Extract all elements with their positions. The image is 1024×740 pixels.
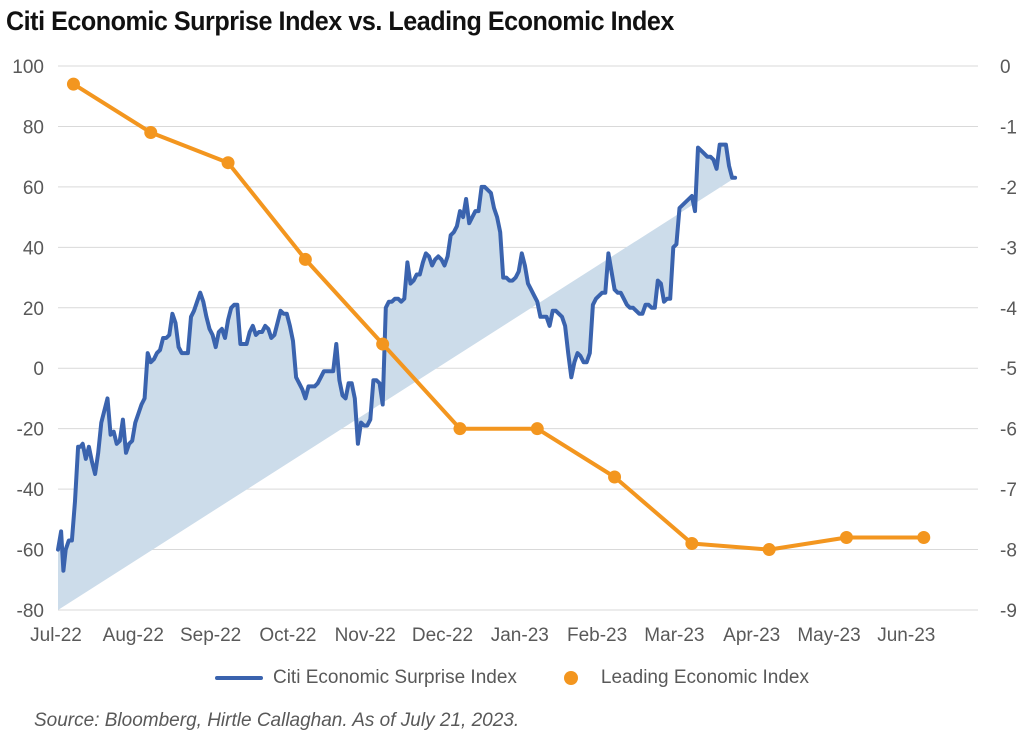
y-right-tick-label: -1 (1000, 117, 1017, 138)
x-tick-label: Jun-23 (877, 625, 935, 646)
x-tick-label: May-23 (797, 625, 860, 646)
y-right-tick-label: -8 (1000, 541, 1017, 562)
y-left-tick-label: -20 (17, 420, 44, 441)
x-tick-label: Jul-22 (30, 625, 82, 646)
y-right-tick-label: -9 (1000, 601, 1017, 622)
x-tick-label: Aug-22 (103, 625, 164, 646)
legend-item-citi[interactable]: Citi Economic Surprise Index (214, 667, 517, 689)
y-left-tick-label: 60 (23, 178, 44, 199)
y-right-tick-label: -6 (1000, 420, 1017, 441)
y-left-tick-label: 20 (23, 299, 44, 320)
lei-point (453, 422, 467, 436)
legend-line-swatch (214, 676, 263, 680)
legend-label-lei: Leading Economic Index (600, 667, 810, 688)
citi-area (58, 144, 736, 610)
citi-area-layer (58, 144, 736, 610)
x-axis: Jul-22 Aug-22 Sep-22 Oct-22 Nov-22 Dec-22 Jan-… (30, 625, 935, 646)
y-axis-right: 0 -1 -2 -3 -4 -5 -6 -7 -8 -9 (1000, 57, 1017, 622)
lei-point (762, 543, 776, 557)
x-tick-label: Sep-22 (180, 625, 241, 646)
y-left-tick-label: -80 (17, 601, 44, 622)
x-tick-label: Dec-22 (412, 625, 473, 646)
legend-dot-swatch (551, 670, 591, 686)
x-tick-label: Apr-23 (723, 625, 780, 646)
lei-point (376, 337, 390, 351)
y-right-tick-label: -7 (1000, 480, 1017, 501)
lei-point (144, 125, 158, 139)
y-left-tick-label: 0 (33, 359, 44, 380)
lei-point (298, 252, 312, 266)
lei-point (685, 537, 699, 551)
citi-line (56, 142, 738, 573)
lei-point (530, 422, 544, 436)
y-left-tick-label: -60 (17, 541, 44, 562)
legend-label-citi: Citi Economic Surprise Index (272, 667, 517, 688)
lei-line (72, 82, 924, 552)
lei-point (839, 530, 853, 544)
y-axis-left: 100 80 60 40 20 0 -20 -40 -60 -80 (12, 57, 44, 622)
chart-title: Citi Economic Surprise Index vs. Leading… (6, 6, 674, 36)
y-right-tick-label: -3 (1000, 238, 1017, 259)
x-tick-label: Nov-22 (335, 625, 396, 646)
y-right-tick-label: 0 (1000, 57, 1011, 78)
y-left-tick-label: 100 (12, 57, 44, 78)
lei-point (221, 156, 235, 170)
y-left-tick-label: 80 (23, 117, 44, 138)
x-tick-label: Oct-22 (259, 625, 316, 646)
source-note: Source: Bloomberg, Hirtle Callaghan. As … (34, 710, 520, 731)
legend-item-lei[interactable]: Leading Economic Index (551, 667, 809, 689)
legend: Citi Economic Surprise Index Leading Eco… (0, 664, 1024, 692)
chart: 100 80 60 40 20 0 -20 -40 -60 -80 0 -1 -2 -3 -4 -5 -6 -7… (12, 57, 1017, 646)
y-right-tick-label: -5 (1000, 359, 1017, 380)
x-tick-label: Mar-23 (644, 625, 704, 646)
x-tick-label: Jan-23 (491, 625, 549, 646)
lei-point (66, 77, 80, 91)
y-right-tick-label: -4 (1000, 299, 1017, 320)
series-layer (56, 77, 931, 573)
x-tick-label: Feb-23 (567, 625, 627, 646)
y-left-tick-label: -40 (17, 480, 44, 501)
lei-point (608, 470, 622, 484)
y-left-tick-label: 40 (23, 238, 44, 259)
y-right-tick-label: -2 (1000, 178, 1017, 199)
lei-point (917, 530, 931, 544)
